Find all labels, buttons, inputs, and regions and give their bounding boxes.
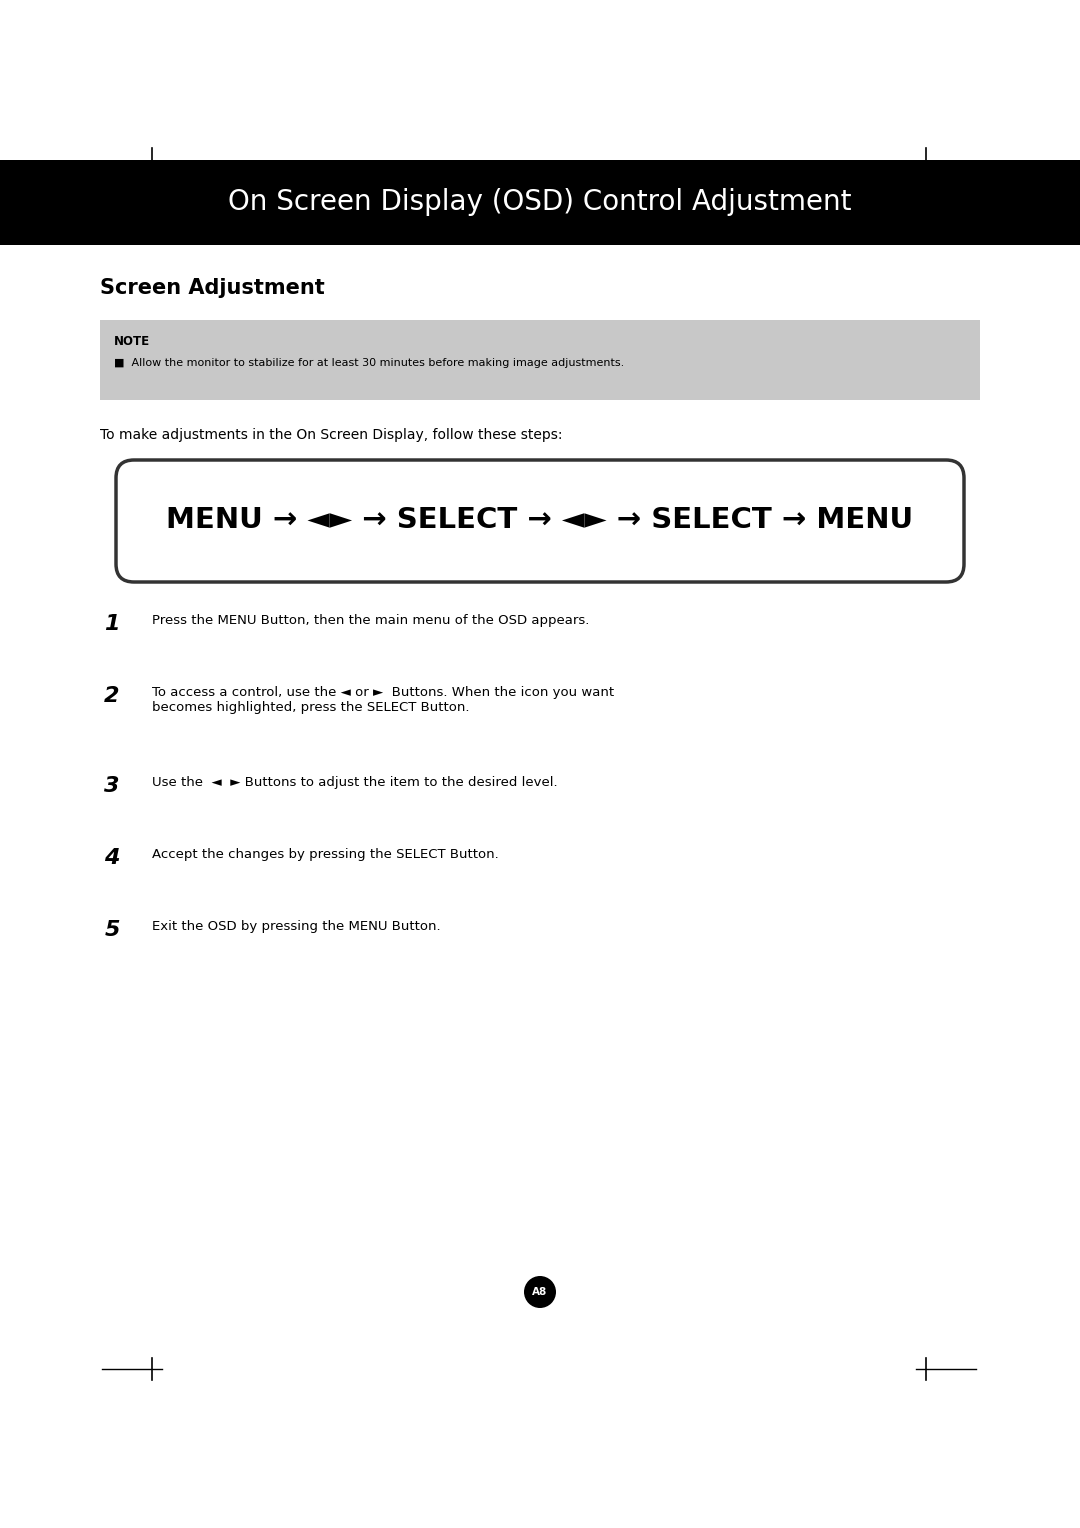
Circle shape (524, 1276, 556, 1308)
Text: Screen Adjustment: Screen Adjustment (100, 278, 325, 298)
Text: Accept the changes by pressing the SELECT Button.: Accept the changes by pressing the SELEC… (152, 848, 499, 860)
Text: MENU → ◄► → SELECT → ◄► → SELECT → MENU: MENU → ◄► → SELECT → ◄► → SELECT → MENU (166, 506, 914, 533)
Text: 1: 1 (105, 614, 120, 634)
Text: ■  Allow the monitor to stabilize for at least 30 minutes before making image ad: ■ Allow the monitor to stabilize for at … (114, 358, 624, 368)
Bar (100, 319, 980, 400)
Text: Press the MENU Button, then the main menu of the OSD appears.: Press the MENU Button, then the main men… (152, 614, 590, 626)
Text: A8: A8 (532, 1287, 548, 1297)
Text: On Screen Display (OSD) Control Adjustment: On Screen Display (OSD) Control Adjustme… (228, 188, 852, 217)
Text: Exit the OSD by pressing the MENU Button.: Exit the OSD by pressing the MENU Button… (152, 920, 441, 934)
Text: To make adjustments in the On Screen Display, follow these steps:: To make adjustments in the On Screen Dis… (100, 428, 563, 442)
Text: 4: 4 (105, 848, 120, 868)
FancyBboxPatch shape (116, 460, 964, 582)
Text: 2: 2 (105, 686, 120, 706)
Text: 5: 5 (105, 920, 120, 940)
Text: 3: 3 (105, 776, 120, 796)
Bar (0, 160, 1080, 244)
Text: To access a control, use the ◄ or ►  Buttons. When the icon you want
becomes hig: To access a control, use the ◄ or ► Butt… (152, 686, 615, 714)
Text: NOTE: NOTE (114, 335, 150, 348)
Text: Use the  ◄  ► Buttons to adjust the item to the desired level.: Use the ◄ ► Buttons to adjust the item t… (152, 776, 557, 788)
